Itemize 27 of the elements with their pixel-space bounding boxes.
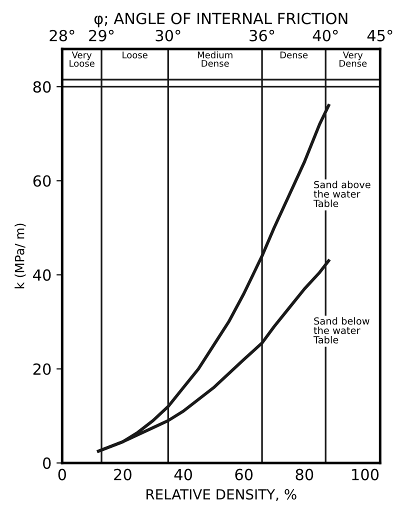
annotation: Loose xyxy=(122,52,148,58)
annotation: Dense xyxy=(280,52,308,58)
text: 45° xyxy=(367,30,392,42)
text: 40° xyxy=(312,30,338,42)
x-axis-title: RELATIVE DENSITY, % xyxy=(146,489,296,502)
text: Sand below the water Table xyxy=(313,317,370,344)
text: 36° xyxy=(250,30,274,42)
annotation: Very Dense xyxy=(340,52,367,67)
annotation: Medium Dense xyxy=(198,51,232,67)
series-label: Sand above the water Table xyxy=(313,180,370,208)
text: 30° xyxy=(156,30,180,42)
y-tick-label: 80 xyxy=(33,81,51,93)
y-tick-label: 40 xyxy=(33,269,51,281)
y-axis-title: k (MPa/ m) xyxy=(14,224,26,288)
x-tick-label: 100 xyxy=(352,468,379,480)
text: 29° xyxy=(89,30,114,42)
x-tick-label: 0 xyxy=(58,468,66,480)
y-tick-label: 0 xyxy=(43,457,51,469)
x-tick-label: 40 xyxy=(174,468,192,480)
x-tick-label: 60 xyxy=(235,468,253,480)
x-tick-label: 80 xyxy=(296,468,314,480)
text: 28° xyxy=(50,30,74,42)
y-tick-label: 20 xyxy=(33,363,51,375)
annotation: Very Loose xyxy=(70,52,94,67)
y-tick-label: 60 xyxy=(33,175,51,187)
x-tick-label: 20 xyxy=(114,468,132,480)
x2-axis-title: φ; ANGLE OF INTERNAL FRICTION xyxy=(94,12,348,28)
